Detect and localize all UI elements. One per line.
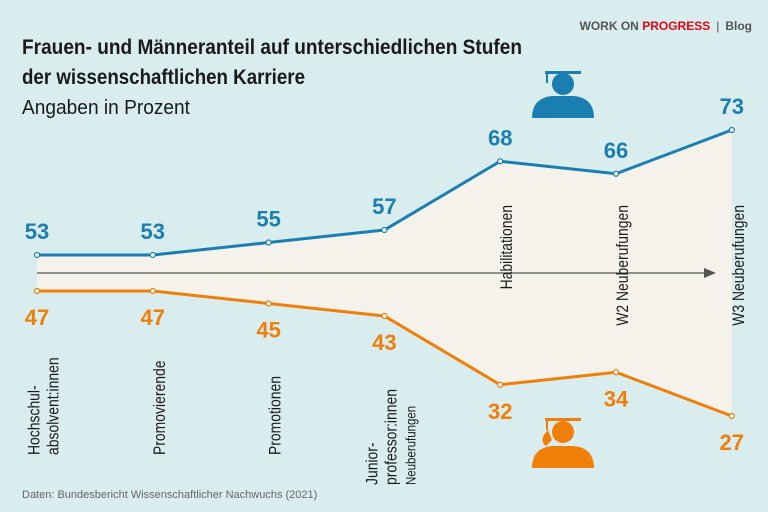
category-label-text: Promovierende <box>151 361 170 455</box>
male-point <box>265 239 272 246</box>
female-point <box>149 287 156 295</box>
male-point <box>381 226 388 234</box>
arrow-head-icon <box>704 268 716 278</box>
category-label-text: Junior- <box>363 442 382 485</box>
female-point <box>381 312 388 320</box>
female-value-label: 34 <box>604 386 629 411</box>
male-value-label: 53 <box>141 219 165 244</box>
male-point <box>149 251 156 259</box>
category-label: Promovierende <box>151 361 170 455</box>
category-label: Hochschul-absolvent:innen <box>25 357 63 455</box>
male-value-label: 68 <box>488 125 512 150</box>
category-label-text: W2 Neuberufungen <box>614 205 633 326</box>
chart-subtitle: Angaben in Prozent <box>22 97 190 119</box>
category-label-text: absolvent:innen <box>44 357 63 455</box>
female-point <box>33 287 41 295</box>
male-point <box>497 158 504 165</box>
category-label: Promotionen <box>266 376 285 455</box>
female-point <box>728 412 735 420</box>
female-graduate-icon <box>532 418 594 468</box>
category-label-text: Neuberufungen <box>402 406 418 485</box>
male-point <box>612 170 620 177</box>
female-point <box>497 381 504 388</box>
male-point <box>33 251 41 259</box>
category-label-text: Habilitationen <box>498 205 517 289</box>
male-point <box>728 126 735 134</box>
male-graduate-icon <box>532 71 594 118</box>
category-label-text: Promotionen <box>266 376 285 455</box>
chart-title-line2: der wissenschaftlichen Karriere <box>22 66 305 89</box>
chart-title-line1: Frauen- und Männeranteil auf unterschied… <box>22 36 522 59</box>
male-value-label: 73 <box>720 94 744 119</box>
female-value-label: 43 <box>372 330 396 355</box>
male-value-label: 53 <box>25 219 49 244</box>
male-value-label: 66 <box>604 138 628 163</box>
female-value-label: 27 <box>720 430 744 455</box>
brand: WORK ON PROGRESS | Blog <box>580 19 752 33</box>
category-label: Habilitationen <box>498 205 517 289</box>
female-point <box>265 300 272 307</box>
female-point <box>612 369 620 376</box>
female-value-label: 45 <box>256 318 280 343</box>
male-value-label: 55 <box>256 207 280 232</box>
category-label-text: professor:innen <box>382 389 401 485</box>
category-label: W2 Neuberufungen <box>614 205 633 326</box>
female-value-label: 47 <box>25 305 49 330</box>
male-value-label: 57 <box>372 194 396 219</box>
female-value-label: 32 <box>488 399 512 424</box>
category-label-text: Hochschul- <box>25 385 44 455</box>
source-note: Daten: Bundesbericht Wissenschaftlicher … <box>22 489 317 501</box>
female-value-label: 47 <box>141 305 165 330</box>
category-label-text: W3 Neuberufungen <box>730 205 749 326</box>
category-label: W3 Neuberufungen <box>730 205 749 326</box>
category-label: Junior-professor:innen Neuberufungen <box>363 389 418 485</box>
